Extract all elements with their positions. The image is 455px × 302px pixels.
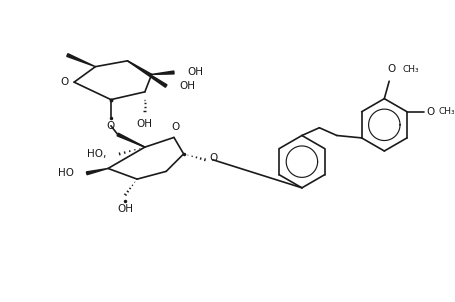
Text: O: O [60,77,68,87]
Text: CH₃: CH₃ [402,66,419,74]
Text: OH: OH [179,81,195,91]
Polygon shape [152,71,174,74]
Text: OH: OH [117,204,133,214]
Text: O: O [106,121,115,131]
Polygon shape [86,169,108,175]
Text: O: O [209,153,217,163]
Text: HO: HO [58,168,74,178]
Text: HO,: HO, [86,149,106,159]
Text: CH₃: CH₃ [437,107,454,116]
Polygon shape [117,133,145,147]
Text: OH: OH [136,119,152,129]
Polygon shape [127,61,167,87]
Text: O: O [172,122,180,132]
Text: O: O [386,64,394,74]
Text: O: O [425,107,434,117]
Text: OH: OH [187,67,203,78]
Polygon shape [66,54,95,67]
